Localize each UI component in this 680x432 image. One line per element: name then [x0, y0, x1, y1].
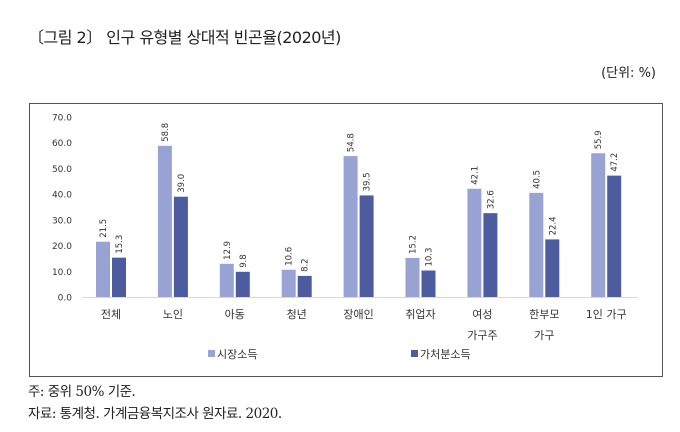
- bar-market: [219, 263, 234, 297]
- bar-disposable: [359, 195, 374, 297]
- data-label: 42.1: [470, 166, 480, 185]
- data-label: 22.4: [548, 216, 558, 235]
- unit-label: (단위: %): [601, 66, 656, 81]
- x-tick-label: 1인 가구: [586, 308, 627, 321]
- bar-disposable: [297, 275, 312, 297]
- data-label: 55.9: [594, 130, 604, 149]
- bar-market: [281, 269, 296, 297]
- bar-market: [343, 156, 358, 297]
- bar-disposable: [421, 270, 436, 297]
- data-label: 12.9: [223, 241, 233, 260]
- data-label: 54.8: [347, 133, 357, 152]
- y-tick-label: 30.0: [52, 216, 72, 226]
- data-label: 9.8: [239, 254, 249, 268]
- y-tick-label: 0.0: [58, 294, 73, 304]
- x-tick-label: 여성: [472, 308, 492, 321]
- x-tick-label: 전체: [101, 308, 121, 321]
- data-label: 58.8: [161, 123, 171, 142]
- y-tick-label: 50.0: [52, 165, 72, 175]
- x-tick-label: 한부모: [529, 308, 559, 321]
- legend-swatch-disposable: [411, 350, 418, 357]
- x-tick-label: 장애인: [343, 308, 373, 321]
- bar-market: [96, 241, 110, 297]
- bar-market: [157, 145, 172, 297]
- bar-disposable: [545, 239, 560, 297]
- y-tick-label: 40.0: [52, 191, 72, 201]
- data-label: 39.5: [363, 172, 373, 191]
- chart-frame: [29, 103, 663, 377]
- bar-market: [529, 192, 544, 297]
- legend-label: 가처분소득: [420, 348, 471, 361]
- y-tick-label: 10.0: [52, 268, 72, 278]
- bar-disposable: [173, 196, 188, 297]
- data-label: 15.3: [115, 235, 125, 254]
- data-label: 47.2: [610, 153, 620, 172]
- bar-disposable: [235, 271, 250, 297]
- data-label: 8.2: [301, 258, 311, 272]
- y-tick-label: 60.0: [52, 139, 72, 149]
- legend-swatch-market: [208, 350, 215, 357]
- bar-disposable: [607, 175, 622, 297]
- bar-market: [591, 153, 606, 297]
- bar-market: [405, 257, 420, 297]
- y-tick-label: 20.0: [52, 242, 72, 252]
- x-tick-label: 가구주: [467, 329, 497, 342]
- data-label: 15.2: [409, 235, 419, 254]
- bar-disposable: [483, 213, 498, 297]
- figure-title: 〔그림 2〕 인구 유형별 상대적 빈곤율(2020년): [28, 28, 341, 47]
- data-label: 39.0: [177, 174, 187, 193]
- note-text: 주: 중위 50% 기준.: [28, 384, 136, 400]
- data-label: 32.6: [486, 190, 496, 209]
- source-text: 자료: 통계청. 가계금융복지조사 원자료. 2020.: [28, 406, 282, 422]
- x-tick-label: 가구: [534, 329, 554, 342]
- x-tick-label: 아동: [225, 308, 245, 321]
- data-label: 10.3: [425, 248, 435, 267]
- bar-market: [467, 188, 482, 297]
- x-tick-label: 노인: [163, 308, 183, 321]
- data-label: 21.5: [99, 219, 109, 238]
- x-tick-label: 취업자: [405, 308, 435, 321]
- y-tick-label: 70.0: [52, 114, 72, 124]
- bar-disposable: [112, 257, 126, 297]
- data-label: 40.5: [532, 170, 542, 189]
- x-tick-label: 청년: [287, 308, 307, 321]
- data-label: 10.6: [285, 247, 295, 266]
- legend-label: 시장소득: [217, 348, 257, 361]
